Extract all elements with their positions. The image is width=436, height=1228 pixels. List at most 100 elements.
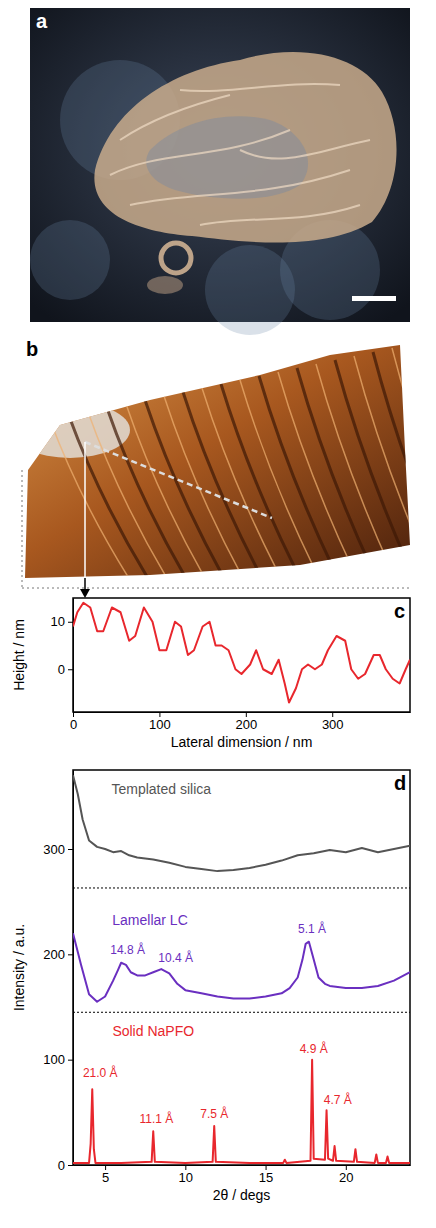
tick-mark (68, 849, 73, 850)
texture (110, 130, 290, 175)
tick-label: 5 (102, 1170, 109, 1185)
tick: 5 (102, 1165, 109, 1185)
tick-label: 15 (259, 1170, 273, 1185)
ridge (202, 388, 282, 580)
ridge (297, 368, 377, 580)
tick: 300 (43, 842, 73, 857)
frame-bottom (22, 588, 410, 589)
tick: 0 (58, 1158, 73, 1173)
y-axis: 0 100 200 300 (43, 771, 73, 1173)
panel-label: c (394, 600, 405, 622)
y-axis-title: Intensity / a.u. (11, 924, 27, 1011)
ridge (335, 360, 415, 580)
tick: 200 (43, 947, 73, 962)
axis-line (74, 712, 411, 713)
axis-line (74, 1165, 411, 1166)
ridge (240, 380, 320, 580)
peak-label: 7.5 Å (200, 1106, 228, 1121)
ridge (88, 412, 168, 580)
x-axis: 0 100 200 300 (70, 712, 411, 732)
data-line (73, 775, 410, 871)
series-label: Lamellar LC (112, 912, 187, 928)
micrograph (30, 8, 410, 335)
tick: 15 (259, 1165, 273, 1185)
fragment (147, 276, 183, 294)
tick: 200 (235, 712, 257, 732)
x-axis: 5 10 15 20 (74, 1165, 411, 1185)
tick: 0 (70, 712, 77, 732)
baseline (73, 1012, 410, 1013)
tick: 100 (43, 1052, 73, 1067)
tick-label: 200 (235, 717, 257, 732)
x-axis-title: 2θ / degs (213, 1187, 271, 1203)
tick-label: 200 (43, 947, 65, 962)
tick-label: 300 (43, 842, 65, 857)
tick-label: 20 (339, 1170, 353, 1185)
tick-label: 300 (322, 717, 344, 732)
peak-label: 4.9 Å (300, 1041, 328, 1056)
tick-mark (68, 669, 73, 670)
texture (200, 205, 360, 225)
afm-surface (10, 344, 436, 598)
peak-label: 14.8 Å (110, 942, 145, 957)
tick: 100 (149, 712, 171, 732)
plot-frame (73, 770, 410, 1165)
tick-mark (68, 622, 73, 623)
peak-label: 4.7 Å (324, 1092, 352, 1107)
axis-line (73, 771, 74, 1166)
tick-mark (68, 1060, 73, 1061)
peak-label: 11.1 Å (140, 1111, 174, 1126)
series-label: Solid NaPFO (112, 1023, 194, 1039)
tick-label: 10 (51, 614, 65, 629)
axis-line (73, 599, 74, 713)
tick: 10 (179, 1165, 193, 1185)
ridge (221, 384, 301, 580)
tick-mark (68, 1165, 73, 1166)
plot-area (73, 603, 410, 703)
frame-left (22, 470, 23, 588)
profile-line (85, 442, 272, 518)
y-axis: 0 10 (51, 599, 74, 713)
ridge (164, 396, 244, 580)
texture (120, 95, 230, 140)
data-line (73, 603, 410, 703)
tick: 300 (322, 712, 344, 732)
tick-label: 0 (58, 1158, 65, 1173)
haze (30, 220, 110, 300)
panel-label: b (26, 338, 38, 360)
ridge (69, 416, 149, 580)
tick-mark (68, 954, 73, 955)
crystal (94, 52, 396, 243)
texture (180, 84, 340, 91)
data-line (73, 933, 410, 1001)
peak-label: 10.4 Å (158, 950, 193, 965)
pointer (84, 442, 86, 578)
peak-label: 21.0 Å (83, 1065, 118, 1080)
ridge (411, 344, 436, 580)
haze (205, 245, 295, 335)
ridge (107, 408, 187, 580)
plot-area (73, 775, 410, 1163)
y-axis-title: Height / nm (11, 619, 27, 691)
panel-label: a (36, 10, 48, 32)
tick-label: 100 (43, 1052, 65, 1067)
texture (240, 140, 370, 159)
scale-bar (352, 296, 396, 301)
ridge (354, 356, 434, 580)
tick: 20 (339, 1165, 353, 1185)
surface (25, 345, 410, 578)
figure: ab0100200300010Lateral dimension / nmHei… (0, 0, 436, 1228)
plot-frame (73, 598, 410, 712)
highlight (10, 402, 130, 458)
tick-label: 10 (179, 1170, 193, 1185)
ridge (145, 400, 225, 580)
data-line (73, 1060, 410, 1163)
ridge (373, 352, 436, 580)
ridge (259, 376, 339, 580)
ridge (126, 404, 206, 580)
ridge (183, 392, 263, 580)
baseline (73, 887, 410, 888)
peak-label: 5.1 Å (298, 921, 326, 936)
x-axis-title: Lateral dimension / nm (171, 734, 313, 750)
tick: 0 (58, 662, 73, 677)
